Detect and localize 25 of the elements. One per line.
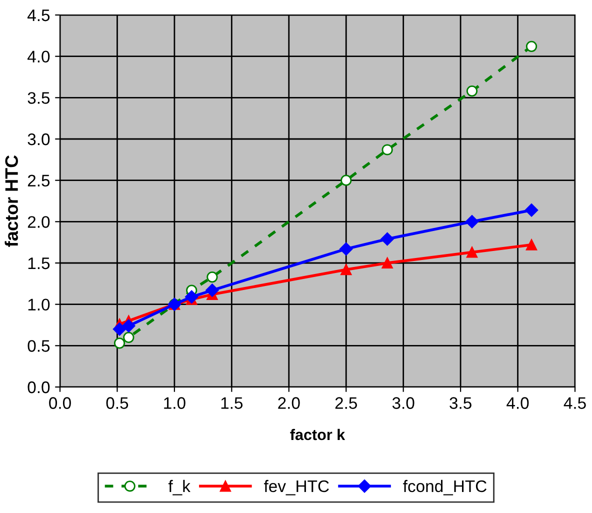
- x-axis-title: factor k: [290, 428, 346, 440]
- legend-label: f_k: [168, 480, 190, 496]
- y-tick-label: 0.0: [28, 381, 50, 394]
- x-tick-label: 2.5: [335, 397, 357, 409]
- y-tick-label: 1.0: [28, 298, 50, 311]
- y-axis-title: factor HTC: [4, 155, 18, 247]
- y-tick-label: 3.5: [28, 92, 50, 104]
- y-tick-label: 2.5: [28, 174, 50, 187]
- x-tick-label: 4.5: [564, 397, 586, 409]
- y-tick-label: 0.5: [28, 340, 50, 352]
- legend-label: fcond_HTC: [403, 480, 487, 496]
- legend-label: fev_HTC: [264, 480, 329, 496]
- x-tick-label: 1.5: [221, 397, 243, 409]
- x-tick-label: 0.0: [49, 397, 71, 409]
- x-tick-label: 3.0: [392, 397, 414, 409]
- y-tick-label: 4.5: [27, 10, 50, 22]
- x-tick-label: 1.0: [164, 397, 186, 409]
- x-tick-label: 4.0: [506, 397, 529, 409]
- x-tick-label: 0.5: [106, 397, 128, 409]
- x-tick-label: 2.0: [278, 397, 300, 409]
- y-tick-label: 1.5: [28, 258, 50, 270]
- x-tick-label: 3.5: [450, 397, 472, 409]
- y-tick-label: 3.0: [28, 133, 50, 146]
- y-tick-label: 4.0: [27, 50, 50, 63]
- y-tick-label: 2.0: [28, 216, 50, 228]
